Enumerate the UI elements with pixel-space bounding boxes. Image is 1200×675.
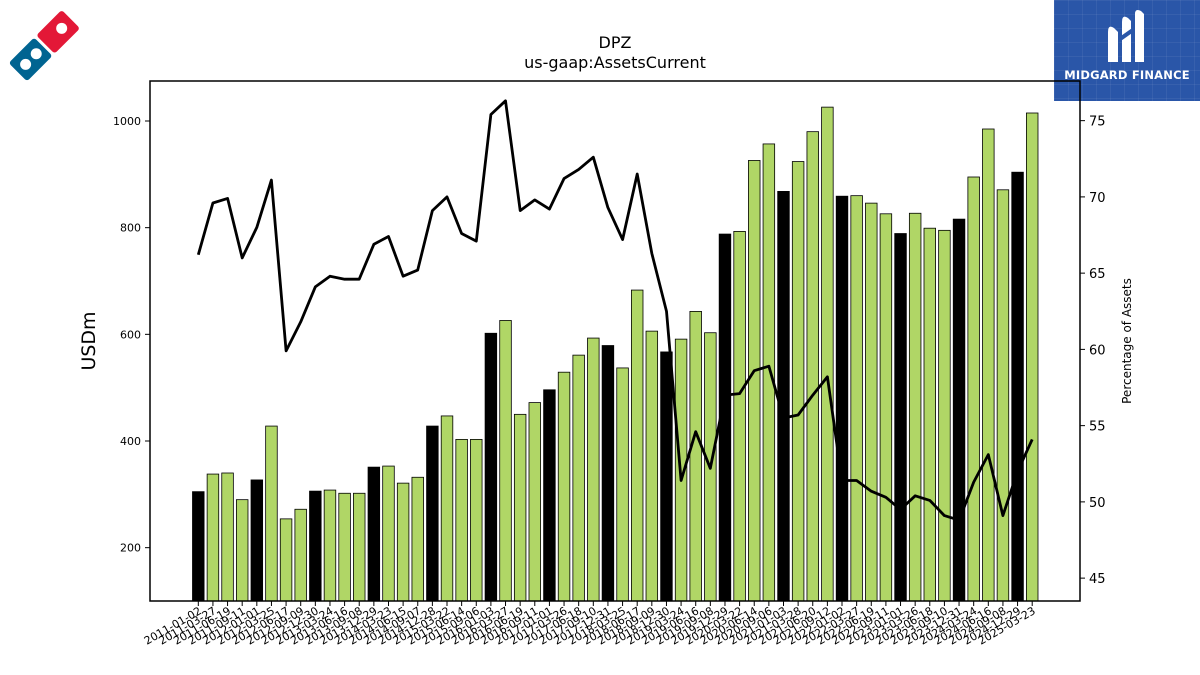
bar xyxy=(982,128,995,602)
bar xyxy=(353,492,366,602)
bar xyxy=(294,508,307,602)
bar xyxy=(748,160,761,602)
brand-name: MIDGARD FINANCE xyxy=(1064,68,1190,82)
bar xyxy=(996,189,1010,602)
bar xyxy=(470,438,483,602)
bar xyxy=(850,195,863,602)
bar xyxy=(309,490,322,602)
chart-title: DPZ xyxy=(599,33,632,52)
bar xyxy=(279,518,293,602)
bar xyxy=(557,371,571,602)
bar xyxy=(543,389,556,602)
bar xyxy=(455,438,468,602)
y2-axis-label: Percentage of Assets xyxy=(1120,278,1134,404)
y-tick-label: 800 xyxy=(120,222,141,235)
bar xyxy=(865,202,878,602)
bar xyxy=(952,218,966,602)
bar xyxy=(616,367,629,602)
bar xyxy=(689,310,702,602)
x-axis: 2011-01-022011-03-272011-06-192011-09-11… xyxy=(142,601,1038,648)
bar xyxy=(221,472,234,602)
y2-tick-label: 45 xyxy=(1089,572,1106,587)
bar xyxy=(835,195,849,602)
bar xyxy=(499,320,512,602)
bar xyxy=(821,106,834,602)
y-tick-label: 400 xyxy=(120,435,141,448)
bar xyxy=(528,402,541,602)
bar xyxy=(1011,171,1024,602)
bar xyxy=(762,143,776,602)
chart-subtitle: us-gaap:AssetsCurrent xyxy=(524,53,706,72)
bar xyxy=(791,161,805,602)
y-tick-label: 200 xyxy=(120,542,141,555)
y2-tick-label: 55 xyxy=(1089,420,1106,435)
y-tick-label: 1000 xyxy=(113,115,141,128)
bar xyxy=(587,337,600,602)
bar xyxy=(440,415,454,602)
y-axis-label: USDm xyxy=(78,311,100,370)
bar xyxy=(923,227,936,602)
pct-line-path xyxy=(196,99,1034,522)
bar xyxy=(235,499,249,602)
y2-tick-label: 70 xyxy=(1089,191,1106,206)
bar xyxy=(323,489,337,602)
bar xyxy=(484,332,498,602)
bar xyxy=(250,479,264,602)
bars xyxy=(192,106,1039,602)
bar xyxy=(265,425,278,602)
y-axis-right: 45 50 55 60 65 70 75 xyxy=(1080,115,1106,587)
bar xyxy=(1026,112,1039,602)
bar xyxy=(338,492,351,602)
bar xyxy=(206,473,220,602)
dominos-logo-icon xyxy=(4,6,84,86)
y2-tick-label: 50 xyxy=(1089,496,1106,511)
bar xyxy=(733,230,746,602)
bar xyxy=(192,491,205,602)
bar xyxy=(879,213,893,602)
y2-tick-label: 60 xyxy=(1089,343,1106,358)
midgard-finance-logo: MIDGARD FINANCE xyxy=(1054,0,1200,101)
bar xyxy=(806,131,819,602)
bar xyxy=(426,425,439,602)
bar xyxy=(967,176,980,602)
y-axis-left: 200 400 600 800 1000 xyxy=(113,115,150,555)
bar xyxy=(908,212,922,602)
midgard-finance-logo-icon xyxy=(1108,10,1144,63)
bar xyxy=(601,345,615,602)
bar xyxy=(645,330,659,602)
y2-tick-label: 65 xyxy=(1089,267,1106,282)
bar xyxy=(630,289,644,602)
bar xyxy=(572,354,585,602)
bar xyxy=(411,476,424,602)
bar xyxy=(660,351,673,602)
bar xyxy=(938,229,951,602)
y2-tick-label: 75 xyxy=(1089,115,1106,130)
bar xyxy=(894,233,907,602)
pct-line xyxy=(196,99,1034,522)
bar xyxy=(382,465,395,602)
y-tick-label: 600 xyxy=(120,328,141,341)
plot-frame xyxy=(149,80,1081,602)
bar xyxy=(367,466,381,602)
bar xyxy=(513,413,527,602)
bar xyxy=(777,190,790,602)
bar xyxy=(396,482,410,602)
